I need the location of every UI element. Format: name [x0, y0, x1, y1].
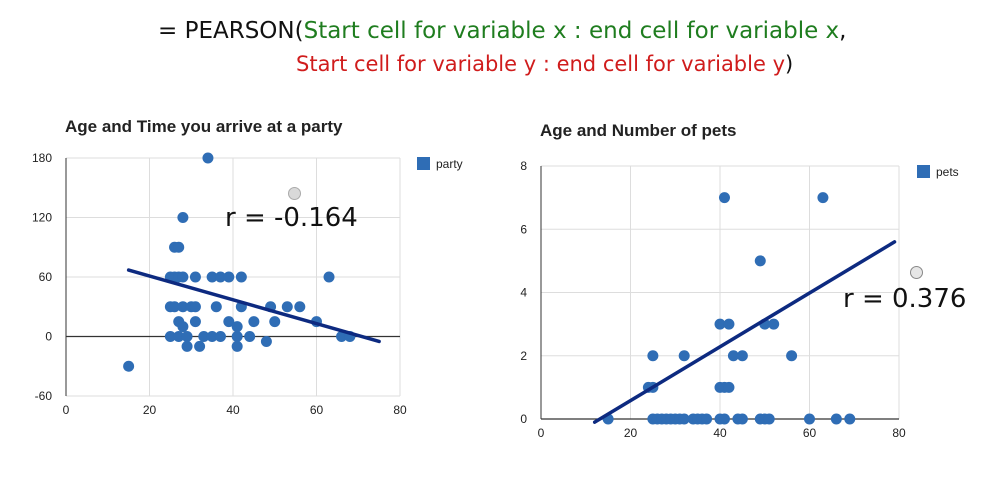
chart-1-point: [177, 271, 189, 283]
chart-2-point: [718, 192, 730, 204]
chart-2-ytick: 4: [520, 286, 527, 300]
chart-1-point: [231, 331, 243, 342]
chart-1-point: [198, 331, 210, 342]
chart-1-point: [206, 331, 218, 342]
chart-2-point: [830, 413, 842, 425]
chart-2-ytick: 8: [520, 159, 527, 173]
chart-2-ytick: 0: [520, 412, 527, 426]
chart-1-point: [210, 301, 222, 313]
chart-1-ytick: -60: [35, 389, 53, 403]
cursor-indicator-2: [910, 266, 923, 279]
chart-1-xtick: 0: [63, 403, 70, 417]
chart-1-point: [177, 301, 189, 313]
chart-2-point: [727, 350, 739, 362]
formula-line-1: = PEARSON(Start cell for variable x : en…: [158, 18, 846, 44]
chart-1-legend-swatch: [417, 157, 430, 170]
formula-line-2: Start cell for variable y : end cell for…: [296, 52, 793, 76]
chart-1-point: [181, 331, 193, 342]
chart-1-point: [214, 331, 226, 342]
chart-1-xtick: 80: [393, 403, 407, 417]
chart-2-point: [754, 255, 766, 267]
chart-1-point: [123, 360, 135, 372]
chart-1-point: [173, 331, 185, 342]
chart-2-xtick: 80: [892, 426, 906, 440]
chart-1-r-annotation: r = -0.164: [225, 203, 358, 233]
chart-2-xtick: 0: [538, 426, 545, 440]
chart-2-point: [714, 318, 726, 330]
chart-1-xtick: 20: [143, 403, 157, 417]
chart-1-ytick: 60: [39, 270, 53, 284]
chart-2-ytick: 2: [520, 349, 527, 363]
chart-1-legend-label: party: [436, 157, 463, 171]
chart-1-point: [281, 301, 293, 313]
chart-2-point: [736, 413, 748, 425]
chart-1-ytick: 0: [45, 330, 52, 344]
chart-2-ytick: 6: [520, 222, 527, 236]
chart-1-point: [173, 241, 185, 253]
chart-2-point: [678, 350, 690, 362]
chart-1-point: [169, 301, 181, 313]
chart-1-point: [164, 331, 176, 342]
chart-2-xtick: 40: [713, 426, 727, 440]
chart-2-point: [844, 413, 856, 425]
chart-1-point: [194, 340, 206, 352]
chart-2-legend-label: pets: [936, 165, 959, 179]
chart-1-point: [223, 271, 235, 283]
chart-1-ytick: 120: [32, 211, 52, 225]
chart-1-point: [202, 152, 214, 164]
chart-1-point: [231, 321, 243, 333]
chart-1-xtick: 40: [226, 403, 240, 417]
chart-2-point: [817, 192, 829, 204]
formula-suffix: ): [785, 52, 794, 76]
chart-2-point: [678, 413, 690, 425]
chart-1-point: [181, 340, 193, 352]
chart-2-point: [804, 413, 815, 425]
pearson-formula: = PEARSON(Start cell for variable x : en…: [0, 0, 993, 100]
chart-2-xtick: 60: [803, 426, 817, 440]
chart-1-ytick: 180: [32, 151, 52, 165]
chart-2-legend-swatch: [917, 165, 930, 178]
chart-1-point: [189, 271, 201, 283]
chart-1-point: [244, 331, 256, 342]
chart-2-point: [701, 413, 713, 425]
chart-2-trendline: [592, 240, 897, 424]
chart-1-point: [323, 271, 335, 283]
chart-1-point: [294, 301, 306, 313]
formula-arg-y: Start cell for variable y : end cell for…: [296, 52, 785, 76]
chart-2-point: [723, 381, 735, 393]
formula-comma: ,: [839, 18, 847, 44]
chart-2-point: [736, 350, 748, 362]
chart-2-point: [723, 318, 735, 330]
chart-1-point: [189, 316, 201, 328]
chart-2-point: [786, 350, 798, 362]
formula-prefix: = PEARSON(: [158, 18, 304, 44]
chart-1-point: [248, 316, 260, 328]
chart-1-point: [189, 301, 201, 313]
chart-2-r-annotation: r = 0.376: [843, 284, 966, 314]
chart-1-point: [269, 316, 281, 328]
chart-1-point: [336, 331, 348, 342]
chart-1-point: [223, 316, 235, 328]
chart-1-point: [260, 335, 272, 347]
chart-1-point: [235, 271, 247, 283]
chart-1-xtick: 60: [310, 403, 324, 417]
chart-1-point: [177, 212, 189, 223]
formula-arg-x: Start cell for variable x : end cell for…: [303, 18, 840, 44]
chart-1-trendline: [126, 268, 381, 344]
chart-1-point: [231, 340, 243, 352]
cursor-indicator: [288, 187, 301, 200]
chart-1-title: Age and Time you arrive at a party: [65, 117, 343, 136]
chart-1-point: [214, 271, 226, 283]
chart-1-point: [206, 271, 218, 283]
chart-2-title: Age and Number of pets: [540, 121, 737, 140]
chart-2-point: [768, 318, 780, 330]
chart-2-point: [718, 413, 730, 425]
chart-1-point: [177, 321, 189, 333]
chart-2-xtick: 20: [624, 426, 638, 440]
chart-2-point: [647, 350, 659, 362]
chart-2-point: [763, 413, 775, 425]
